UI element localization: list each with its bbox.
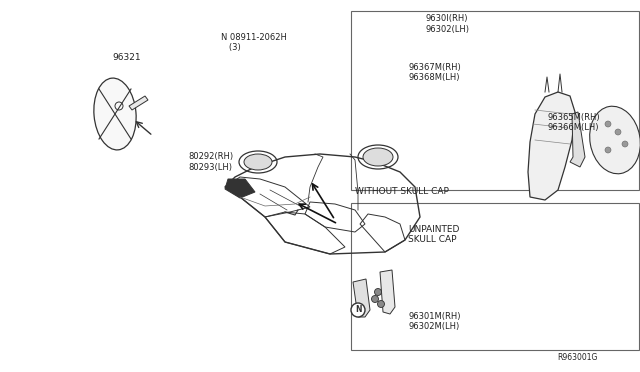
Text: UNPAINTED
SKULL CAP: UNPAINTED SKULL CAP [408,225,460,244]
Polygon shape [353,279,370,317]
Text: 96301M(RH)
96302M(LH): 96301M(RH) 96302M(LH) [408,312,461,331]
Text: 96321: 96321 [112,53,141,62]
Circle shape [374,289,381,295]
Polygon shape [380,270,395,314]
Circle shape [622,141,628,147]
Polygon shape [570,112,585,167]
Ellipse shape [363,148,393,166]
Ellipse shape [244,154,272,170]
Circle shape [605,147,611,153]
Text: 96367M(RH)
96368M(LH): 96367M(RH) 96368M(LH) [408,63,461,82]
Bar [351,11,639,190]
Text: R963001G: R963001G [557,353,597,362]
Circle shape [351,303,365,317]
Text: 80292(RH)
80293(LH): 80292(RH) 80293(LH) [189,152,234,171]
Circle shape [371,295,378,302]
Text: WITHOUT SKULL CAP: WITHOUT SKULL CAP [355,187,449,196]
Ellipse shape [94,78,136,150]
Bar [351,203,639,350]
Text: 9630I(RH)
96302(LH): 9630I(RH) 96302(LH) [426,15,470,34]
Polygon shape [129,96,148,110]
Circle shape [378,301,385,308]
Circle shape [615,129,621,135]
Polygon shape [225,179,255,198]
Text: 96365M(RH)
96366M(LH): 96365M(RH) 96366M(LH) [547,113,600,132]
Polygon shape [528,92,575,200]
Circle shape [605,121,611,127]
Text: N: N [355,305,361,314]
Ellipse shape [589,106,640,174]
Text: N 08911-2062H
   (3): N 08911-2062H (3) [221,33,287,52]
